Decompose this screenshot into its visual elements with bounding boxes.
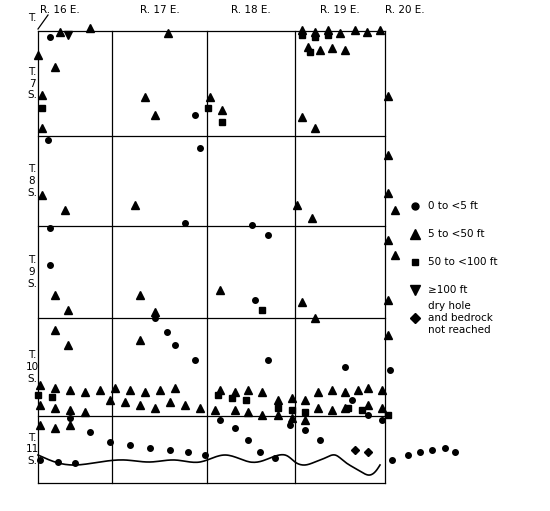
Text: T.: T. [28, 13, 36, 23]
Text: R. 16 E.: R. 16 E. [40, 5, 80, 15]
Text: 0 to <5 ft: 0 to <5 ft [428, 201, 478, 211]
Text: 5 to <50 ft: 5 to <50 ft [428, 229, 485, 239]
Text: T.
10
S.: T. 10 S. [25, 351, 39, 384]
Text: T.
11
S.: T. 11 S. [25, 433, 39, 466]
Text: T.
9
S.: T. 9 S. [27, 256, 37, 289]
Text: T.
7
S.: T. 7 S. [27, 67, 37, 100]
Text: ≥100 ft: ≥100 ft [428, 285, 468, 295]
Text: R. 19 E.: R. 19 E. [320, 5, 360, 15]
Text: dry hole
and bedrock
not reached: dry hole and bedrock not reached [428, 301, 493, 335]
Text: R. 17 E.: R. 17 E. [140, 5, 179, 15]
Text: 50 to <100 ft: 50 to <100 ft [428, 257, 498, 267]
Text: R. 20 E.: R. 20 E. [385, 5, 425, 15]
Text: R. 18 E.: R. 18 E. [231, 5, 271, 15]
Text: T.
8
S.: T. 8 S. [27, 165, 37, 198]
